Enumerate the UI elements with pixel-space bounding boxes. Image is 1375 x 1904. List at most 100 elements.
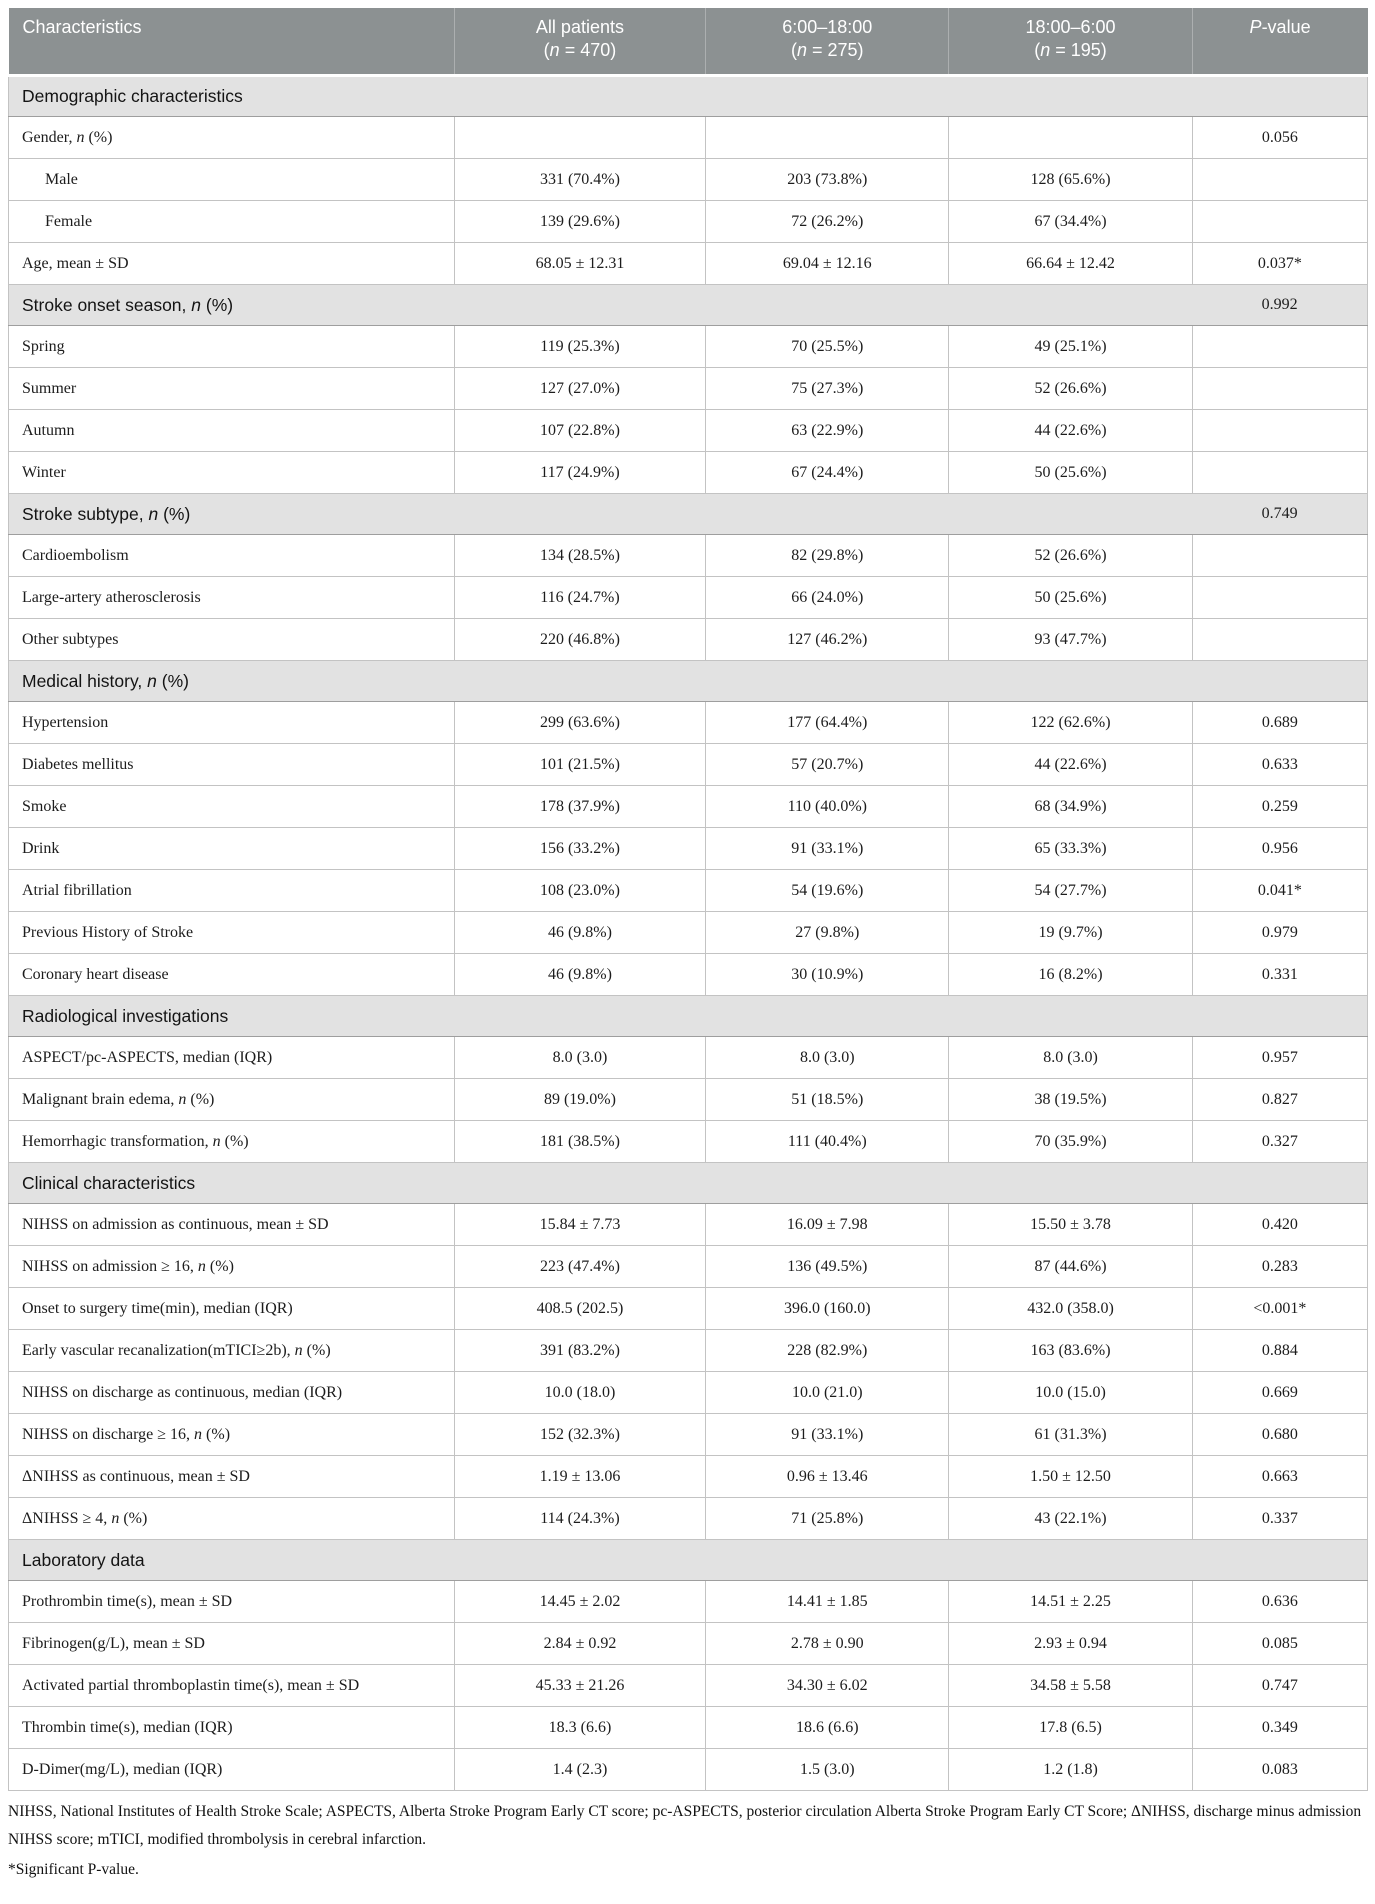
col-header-night-shift: 18:00–6:00 (n = 195) <box>948 8 1193 77</box>
p-value-cell: 0.689 <box>1191 701 1369 744</box>
value-cell-day-shift: 34.30 ± 6.02 <box>705 1664 950 1707</box>
value-cell-all-patients: 391 (83.2%) <box>453 1329 707 1372</box>
p-value-cell: 0.041* <box>1191 869 1369 912</box>
table-footnotes: NIHSS, National Institutes of Health Str… <box>8 1798 1368 1884</box>
row-label-cell: Male <box>8 158 455 201</box>
value-cell-day-shift: 63 (22.9%) <box>705 409 950 452</box>
value-cell-night-shift: 68 (34.9%) <box>948 785 1193 828</box>
section-title-cell: Demographic characteristics <box>8 75 1193 117</box>
row-label-cell: ΔNIHSS as continuous, mean ± SD <box>8 1455 455 1498</box>
p-value-cell: 0.957 <box>1191 1036 1369 1079</box>
table-row: Activated partial thromboplastin time(s)… <box>8 1664 1369 1707</box>
value-cell-day-shift: 1.5 (3.0) <box>705 1748 950 1791</box>
value-cell-all-patients: 14.45 ± 2.02 <box>453 1580 707 1623</box>
value-cell-all-patients: 408.5 (202.5) <box>453 1287 707 1330</box>
p-value-cell <box>1191 409 1369 452</box>
section-row: Clinical characteristics <box>8 1162 1369 1204</box>
p-value-cell <box>1191 158 1369 201</box>
value-cell-all-patients: 108 (23.0%) <box>453 869 707 912</box>
value-cell-all-patients: 15.84 ± 7.73 <box>453 1203 707 1246</box>
p-value-cell: <0.001* <box>1191 1287 1369 1330</box>
value-cell-all-patients: 1.19 ± 13.06 <box>453 1455 707 1498</box>
value-cell-night-shift: 70 (35.9%) <box>948 1120 1193 1163</box>
section-p-value-cell: 0.749 <box>1192 493 1369 535</box>
section-row: Stroke onset season, n (%) 0.992 <box>8 284 1369 326</box>
table-row: Age, mean ± SD 68.05 ± 12.31 69.04 ± 12.… <box>8 242 1369 285</box>
value-cell-all-patients: 299 (63.6%) <box>453 701 707 744</box>
value-cell-day-shift: 75 (27.3%) <box>705 367 950 410</box>
value-cell-night-shift: 1.50 ± 12.50 <box>948 1455 1193 1498</box>
table-row: Smoke 178 (37.9%) 110 (40.0%) 68 (34.9%)… <box>8 785 1369 828</box>
row-label-cell: Age, mean ± SD <box>8 242 455 285</box>
value-cell-day-shift <box>705 116 950 159</box>
table-row: Prothrombin time(s), mean ± SD 14.45 ± 2… <box>8 1580 1369 1623</box>
row-label-cell: Hypertension <box>8 701 455 744</box>
value-cell-day-shift: 127 (46.2%) <box>705 618 950 661</box>
value-cell-day-shift: 110 (40.0%) <box>705 785 950 828</box>
row-label-cell: NIHSS on discharge ≥ 16, n (%) <box>8 1413 455 1456</box>
p-value-cell <box>1191 534 1369 577</box>
p-value-cell: 0.037* <box>1191 242 1369 285</box>
row-label-cell: Malignant brain edema, n (%) <box>8 1078 455 1121</box>
table-row: Atrial fibrillation 108 (23.0%) 54 (19.6… <box>8 869 1369 912</box>
row-label-cell: Female <box>8 200 455 243</box>
value-cell-night-shift: 49 (25.1%) <box>948 325 1193 368</box>
value-cell-all-patients: 220 (46.8%) <box>453 618 707 661</box>
p-value-cell: 0.420 <box>1191 1203 1369 1246</box>
value-cell-night-shift: 43 (22.1%) <box>948 1497 1193 1540</box>
p-value-cell: 0.056 <box>1191 116 1369 159</box>
section-row: Laboratory data <box>8 1539 1369 1581</box>
col-header-p-value: P-value <box>1191 8 1368 77</box>
p-value-cell: 0.337 <box>1191 1497 1369 1540</box>
p-value-cell: 0.633 <box>1191 743 1369 786</box>
value-cell-day-shift: 2.78 ± 0.90 <box>705 1622 950 1665</box>
value-cell-all-patients: 114 (24.3%) <box>453 1497 707 1540</box>
p-value-cell: 0.085 <box>1191 1622 1369 1665</box>
p-value-cell: 0.680 <box>1191 1413 1369 1456</box>
table-row: Female 139 (29.6%) 72 (26.2%) 67 (34.4%) <box>8 200 1369 243</box>
table-row: Previous History of Stroke 46 (9.8%) 27 … <box>8 911 1369 954</box>
col-header-n-count: (n = 275) <box>791 40 864 60</box>
row-label-cell: ASPECT/pc-ASPECTS, median (IQR) <box>8 1036 455 1079</box>
section-title-cell: Radiological investigations <box>8 995 1193 1037</box>
table-row: Male 331 (70.4%) 203 (73.8%) 128 (65.6%) <box>8 158 1369 201</box>
row-label-cell: Smoke <box>8 785 455 828</box>
value-cell-night-shift: 67 (34.4%) <box>948 200 1193 243</box>
col-header-title: 6:00–18:00 <box>782 17 873 37</box>
value-cell-night-shift: 19 (9.7%) <box>948 911 1193 954</box>
row-label-cell: Gender, n (%) <box>8 116 455 159</box>
p-value-cell: 0.827 <box>1191 1078 1369 1121</box>
table-row: Summer 127 (27.0%) 75 (27.3%) 52 (26.6%) <box>8 367 1369 410</box>
table-row: D-Dimer(mg/L), median (IQR) 1.4 (2.3) 1.… <box>8 1748 1369 1791</box>
row-label-cell: Activated partial thromboplastin time(s)… <box>8 1664 455 1707</box>
value-cell-day-shift: 396.0 (160.0) <box>705 1287 950 1330</box>
row-label-cell: Spring <box>8 325 455 368</box>
value-cell-all-patients: 134 (28.5%) <box>453 534 707 577</box>
table-row: NIHSS on admission as continuous, mean ±… <box>8 1203 1369 1246</box>
row-label-cell: Coronary heart disease <box>8 953 455 996</box>
section-title-cell: Laboratory data <box>8 1539 1193 1581</box>
section-row: Medical history, n (%) <box>8 660 1369 702</box>
p-value-cell <box>1191 618 1369 661</box>
value-cell-night-shift: 44 (22.6%) <box>948 409 1193 452</box>
section-title-cell: Stroke onset season, n (%) <box>8 284 1193 326</box>
row-label-cell: Other subtypes <box>8 618 455 661</box>
table-row: ΔNIHSS as continuous, mean ± SD 1.19 ± 1… <box>8 1455 1369 1498</box>
p-value-cell: 0.979 <box>1191 911 1369 954</box>
row-label-cell: ΔNIHSS ≥ 4, n (%) <box>8 1497 455 1540</box>
row-label-cell: Early vascular recanalization(mTICI≥2b),… <box>8 1329 455 1372</box>
p-value-cell: 0.747 <box>1191 1664 1369 1707</box>
value-cell-day-shift: 51 (18.5%) <box>705 1078 950 1121</box>
col-header-all-patients: All patients (n = 470) <box>453 8 706 77</box>
value-cell-night-shift: 8.0 (3.0) <box>948 1036 1193 1079</box>
table-row: Winter 117 (24.9%) 67 (24.4%) 50 (25.6%) <box>8 451 1369 494</box>
row-label-cell: Diabetes mellitus <box>8 743 455 786</box>
value-cell-day-shift: 10.0 (21.0) <box>705 1371 950 1414</box>
value-cell-all-patients: 107 (22.8%) <box>453 409 707 452</box>
table-row: NIHSS on discharge ≥ 16, n (%) 152 (32.3… <box>8 1413 1369 1456</box>
col-header-title: 18:00–6:00 <box>1025 17 1116 37</box>
value-cell-night-shift: 93 (47.7%) <box>948 618 1193 661</box>
value-cell-night-shift: 15.50 ± 3.78 <box>948 1203 1193 1246</box>
section-title-cell: Medical history, n (%) <box>8 660 1193 702</box>
p-value-cell: 0.956 <box>1191 827 1369 870</box>
